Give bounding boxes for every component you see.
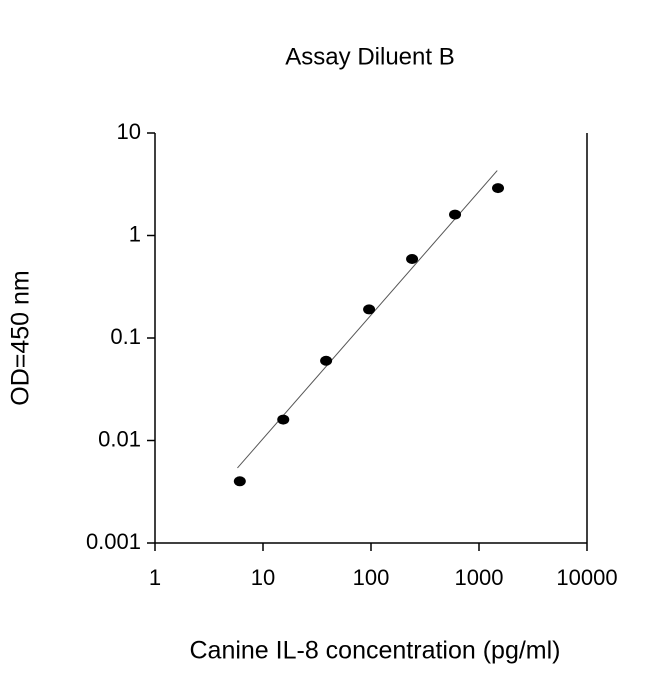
- y-tick-label: 0.001: [86, 529, 141, 554]
- data-point: [233, 476, 246, 487]
- chart-title: Assay Diluent B: [285, 43, 454, 70]
- y-tick-label: 0.1: [110, 324, 141, 349]
- data-point: [277, 414, 290, 425]
- x-tick-label: 10000: [556, 565, 617, 590]
- data-point: [492, 183, 505, 194]
- data-point: [406, 253, 419, 264]
- data-point: [449, 209, 462, 220]
- y-tick-label: 0.01: [98, 426, 141, 451]
- x-tick-label: 1: [149, 565, 161, 590]
- x-tick-label: 1000: [455, 565, 504, 590]
- y-tick-label: 1: [129, 221, 141, 246]
- data-point: [363, 304, 376, 315]
- x-tick-label: 100: [353, 565, 390, 590]
- y-tick-label: 10: [117, 119, 141, 144]
- y-axis-label: OD=450 nm: [7, 270, 35, 406]
- x-axis-label: Canine IL-8 concentration (pg/ml): [189, 637, 560, 665]
- x-tick-label: 10: [251, 565, 275, 590]
- data-point: [320, 355, 333, 366]
